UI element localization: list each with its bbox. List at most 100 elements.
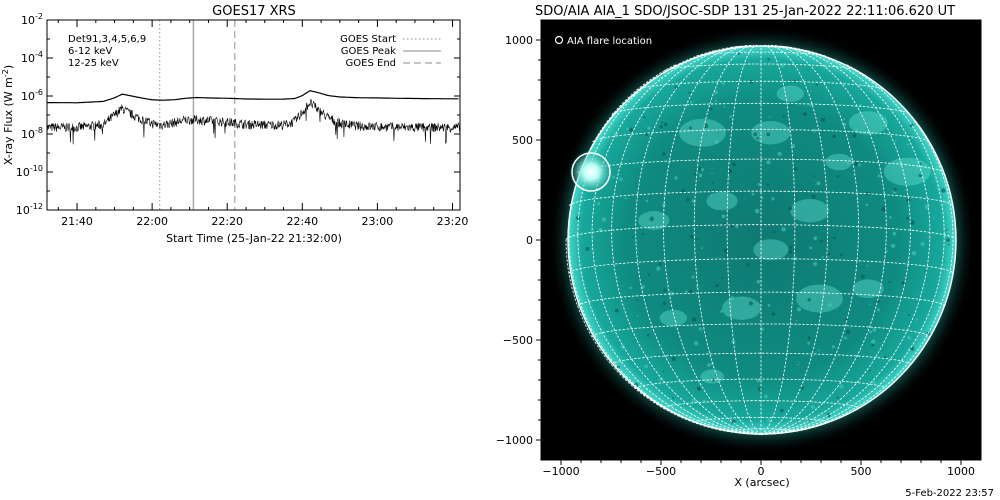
disk-texture [757, 182, 761, 187]
goes-x-tick-label: 22:20 [211, 215, 243, 228]
longitude-line [760, 49, 945, 435]
disk-texture [696, 386, 702, 391]
active-region-1 [751, 121, 791, 145]
disk-texture [753, 132, 758, 137]
aia-x-axis: −1000 −500 0 500 1000 [542, 460, 975, 478]
disk-texture [754, 208, 760, 214]
disk-texture [745, 263, 750, 267]
disk-texture [748, 301, 753, 306]
disk-texture [645, 199, 649, 203]
disk-texture [906, 143, 910, 146]
latitude-line [611, 102, 911, 115]
disk-texture [730, 296, 735, 301]
goes-x-tick-label: 22:00 [136, 215, 168, 228]
disk-texture [756, 136, 759, 140]
disk-texture [684, 290, 689, 294]
disk-texture [697, 238, 699, 241]
disk-texture [723, 106, 726, 108]
disk-texture [845, 318, 849, 322]
disk-texture [586, 317, 591, 321]
disk-texture [714, 139, 719, 144]
disk-texture [809, 103, 812, 107]
disk-texture [675, 75, 678, 78]
disk-texture [875, 299, 880, 304]
solar-limb [567, 45, 957, 435]
aia-x-tick-label: −1000 [542, 465, 579, 478]
aia-y-axis: 1000 500 0 −500 −1000 [496, 34, 541, 447]
disk-texture [644, 364, 648, 369]
disk-texture [637, 314, 639, 317]
active-region-4 [706, 191, 738, 211]
longitude-line [635, 45, 762, 435]
disk-texture [689, 126, 693, 130]
disk-texture [691, 275, 695, 279]
band-label-6-12: 6-12 keV [68, 46, 112, 57]
disk-texture [844, 336, 848, 340]
disk-texture [689, 234, 694, 239]
longitude-line [760, 45, 911, 435]
disk-texture [892, 231, 897, 236]
disk-texture [876, 308, 881, 312]
disk-texture [619, 177, 623, 182]
disk-texture [577, 213, 581, 216]
legend-goes-peak: GOES Peak [341, 46, 396, 57]
aia-y-tick-label: 0 [526, 234, 533, 247]
disk-texture [620, 345, 625, 350]
goes-series-line-0 [47, 90, 459, 104]
active-region-2 [848, 111, 888, 135]
disk-texture [781, 96, 784, 99]
disk-texture [796, 292, 799, 295]
disk-texture [782, 115, 785, 118]
disk-texture [932, 217, 935, 220]
disk-texture [831, 345, 835, 349]
disk-texture [720, 309, 723, 313]
disk-texture [839, 384, 844, 389]
disk-texture [906, 216, 910, 220]
disk-texture [777, 151, 782, 156]
disk-texture [758, 386, 763, 392]
disk-texture [614, 308, 619, 313]
disk-texture [771, 312, 776, 317]
disk-texture [803, 112, 807, 116]
disk-texture [671, 356, 676, 361]
active-region-12 [825, 153, 853, 171]
longitude-line [693, 44, 762, 435]
latitude-line [611, 352, 911, 366]
flare-location-marker [571, 152, 611, 192]
disk-texture [866, 264, 869, 267]
disk-texture [649, 216, 654, 222]
disk-texture [871, 380, 876, 385]
disk-texture [663, 122, 668, 127]
goes-x-tick-label: 21:40 [61, 215, 93, 228]
aia-y-tick-label: 500 [512, 134, 533, 147]
legend-flare-location: AIA flare location [567, 36, 652, 47]
disk-texture [941, 188, 946, 193]
disk-texture [707, 363, 711, 367]
disk-texture [793, 167, 798, 171]
disk-texture [815, 83, 818, 87]
disk-texture [721, 277, 724, 280]
disk-texture [715, 284, 719, 288]
disk-texture [814, 175, 816, 177]
longitude-line [760, 44, 859, 435]
disk-texture [869, 369, 871, 371]
disk-texture [585, 246, 590, 251]
plot-timestamp: 5-Feb-2022 23:57 [905, 488, 994, 499]
disk-texture [810, 404, 816, 409]
disk-texture [779, 408, 784, 413]
disk-texture [656, 266, 661, 271]
disk-texture [872, 327, 877, 332]
disk-texture [648, 93, 651, 95]
aia-y-tick-label: 1000 [505, 34, 533, 47]
disk-texture [792, 79, 796, 83]
aia-chart-title: SDO/AIA AIA_1 SDO/JSOC-SDP 131 25-Jan-20… [535, 4, 955, 19]
disk-texture [694, 172, 697, 176]
latitude-line [663, 400, 859, 409]
disk-texture [686, 197, 690, 202]
disk-texture [662, 301, 667, 306]
disk-texture [888, 281, 891, 284]
disk-texture [759, 327, 764, 332]
disk-texture [767, 57, 770, 61]
disk-texture [907, 313, 910, 317]
disk-texture [836, 396, 839, 399]
